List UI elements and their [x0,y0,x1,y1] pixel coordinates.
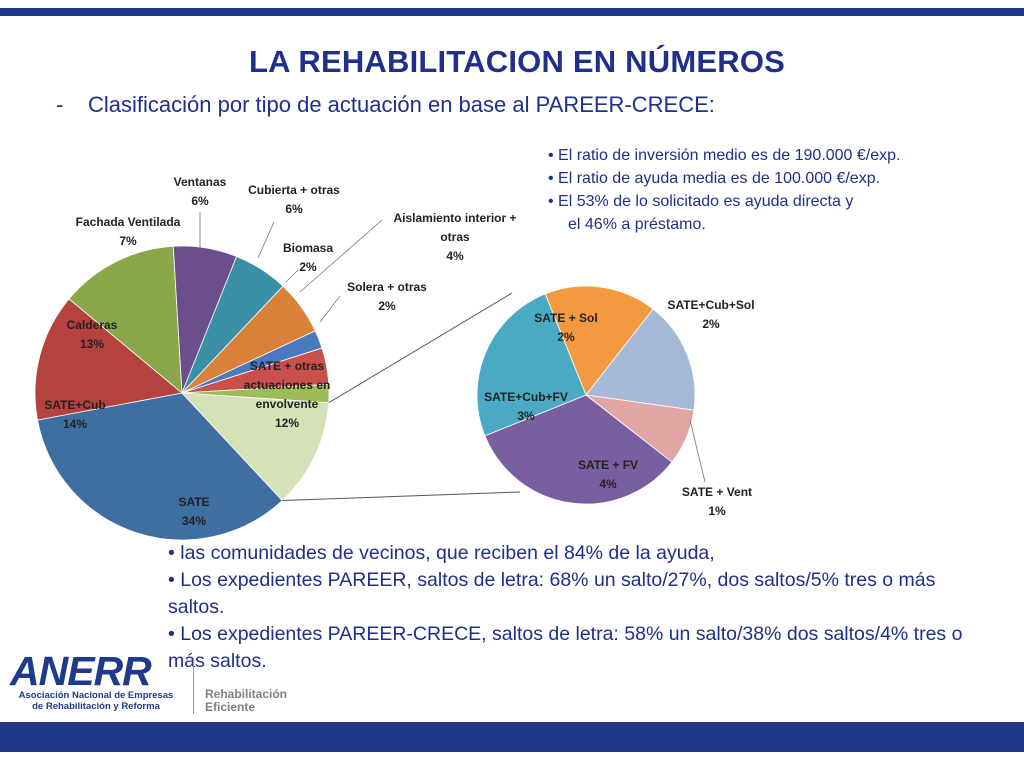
slide-subtitle: - Clasificación por tipo de actuación en … [56,92,715,118]
main-pie-label-sate: SATE 34% [178,495,209,528]
logo-association-name: Asociación Nacional de Empresas de Rehab… [12,690,180,712]
bottom-accent-bar [0,722,1024,752]
secondary-pie-label-sate-cub-sol: SATE+Cub+Sol 2% [667,298,754,331]
main-pie-slice-sate-otras-actuaciones-en-envolvente [181,392,330,502]
note-communities: • las comunidades de vecinos, que recibe… [168,542,715,564]
main-pie-label-sate-cub: SATE+Cub 14% [44,398,105,431]
secondary-pie-chart [476,285,696,505]
pie-labels: SATE 34% SATE+Cub 14% Calderas 13% Fachada Ven… [44,175,754,528]
pie-connector-lines [282,292,521,502]
main-pie-label-fachada-ventilada: Fachada Ventilada 7% [76,215,181,248]
notes-list: • las comunidades de vecinos, que recibe… [168,540,988,675]
secondary-pie-label-sate-sol: SATE + Sol 2% [534,311,597,344]
main-pie-slice-sate-cub [34,298,183,421]
ratios-list: • El ratio de inversión medio es de 190.… [548,144,900,236]
logo-tag-1: Rehabilitación [205,687,288,701]
logo-tagline: Rehabilitación Eficiente [205,688,287,714]
logo-divider [193,658,194,714]
leader-solera [319,295,341,323]
logo-line-2: de Rehabilitación y Reforma [32,701,160,712]
subtitle-text: Clasificación por tipo de actuación en b… [88,92,715,117]
main-pie-label-aislamiento-interior-otras: Aislamiento interior + otras 4% [393,211,516,263]
top-accent-bar [0,8,1024,16]
leader-sate-vent [689,419,706,483]
pie-charts: SATE 34% SATE+Cub 14% Calderas 13% Fachada Ven… [34,175,755,541]
main-pie-label-cubierta-otras: Cubierta + otras 6% [248,183,340,216]
logo-tag-2: Eficiente [205,700,256,714]
secondary-pie-label-sate-fv: SATE + FV 4% [578,458,638,491]
subtitle-dash: - [56,92,64,117]
leader-aislamiento [299,219,383,293]
note-pareer: • Los expedientes PAREER, saltos de letr… [168,569,936,618]
logo-wordmark: ANERR [10,648,152,694]
connector-line-top [328,292,513,404]
leader-cubierta [257,221,275,259]
logo-line-1: Asociación Nacional de Empresas [18,690,174,701]
secondary-pie-slice-sate-fv [484,394,673,505]
anerr-logo: ANERR Asociación Nacional de Empresas de… [10,648,310,716]
main-pie-label-ventanas: Ventanas 6% [174,175,227,208]
main-pie-chart [34,245,330,541]
connector-line-bottom [282,491,521,502]
secondary-pie-label-sate-cub-fv: SATE+Cub+FV 3% [484,390,568,423]
secondary-pie-slice-sate-cub-fv [476,293,587,437]
main-pie-slice-calderas [68,245,183,394]
ratio-investment: • El ratio de inversión medio es de 190.… [548,147,901,164]
main-pie-label-calderas: Calderas 13% [67,318,118,351]
secondary-pie-slice-sate-sol [544,285,654,396]
secondary-pie-slice-sate-cub-sol [585,308,696,411]
ratio-loan: el 46% a préstamo. [568,216,706,233]
ratio-aid: • El ratio de ayuda media es de 100.000 … [548,170,881,187]
main-pie-label-sate-otras-actuaciones-en-envolvente: SATE + otras actuaciones en envolvente 12% [244,359,331,430]
note-pareer-crece: • Los expedientes PAREER-CRECE, saltos d… [168,623,963,672]
main-pie-slice-sate [37,392,283,541]
slide-title: LA REHABILITACION EN NÚMEROS [248,44,786,79]
main-pie-label-biomasa: Biomasa 2% [283,241,333,274]
ratio-direct-aid: • El 53% de lo solicitado es ayuda direc… [548,193,854,210]
main-pie-label-solera-otras: Solera + otras 2% [347,280,427,313]
leader-biomasa [285,269,299,283]
secondary-pie-label-sate-vent: SATE + Vent 1% [682,485,752,518]
